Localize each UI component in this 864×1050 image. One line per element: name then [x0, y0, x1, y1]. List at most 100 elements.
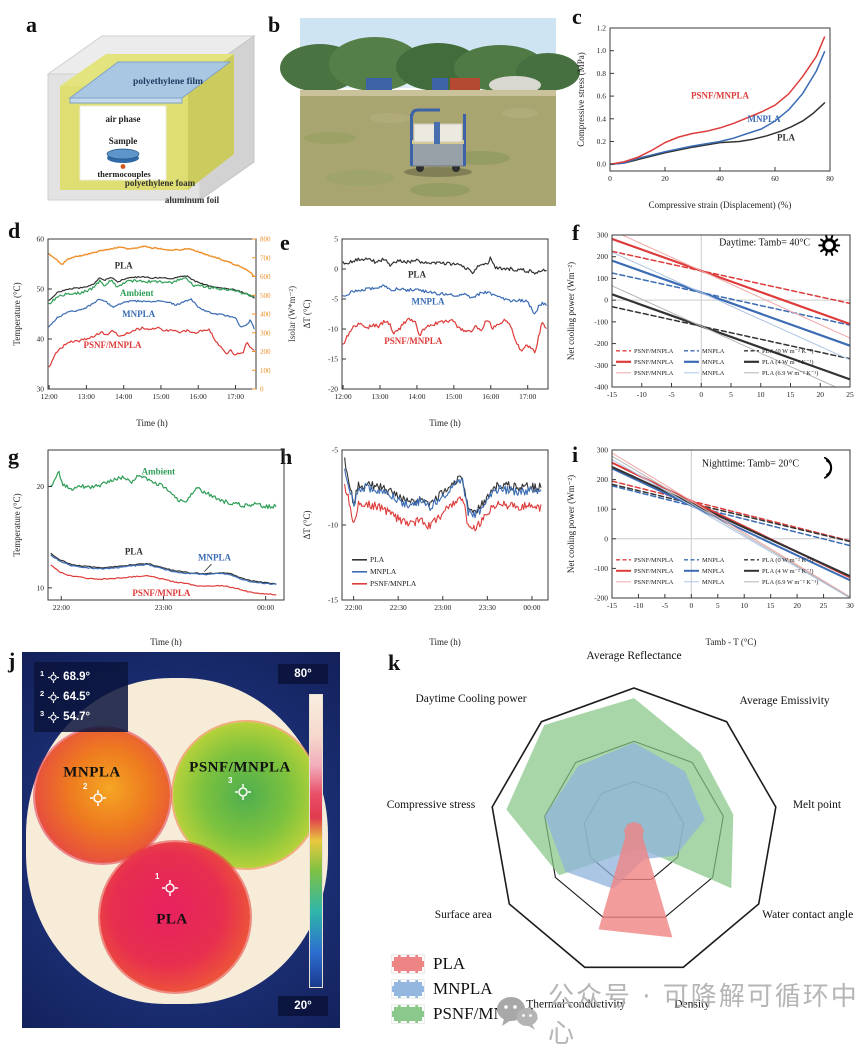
svg-text:40: 40: [37, 335, 45, 344]
road-strip: [300, 90, 556, 98]
series-PSNF/MNPLA-6.9: [612, 452, 850, 598]
panel-k-radar-chart: Average Reflectance Average Emissivity Mel…: [387, 650, 864, 1018]
svg-text:50: 50: [37, 285, 45, 294]
chart-svg-h: 22:00 22:30 23:00 23:30 00:00 -5 -10 -15 Time (h…: [302, 446, 549, 647]
air-phase-label: air phase: [105, 114, 140, 124]
svg-text:0.8: 0.8: [597, 69, 607, 78]
svg-text:25: 25: [820, 601, 828, 610]
svg-text:14:00: 14:00: [408, 392, 425, 401]
series-PSNF/MNPLA: [610, 36, 826, 165]
svg-text:Tamb - T (°C): Tamb - T (°C): [706, 637, 757, 647]
panel-f-daytime-cooling-power-chart: -15 -10 -5 0 5 10 15 20 25 300 200 100 0 -100 -200 -300…: [562, 213, 864, 431]
panel-letter-j: j: [8, 648, 16, 673]
mnpla-legend-label: MNPLA: [433, 979, 493, 998]
svg-text:20: 20: [37, 482, 45, 491]
svg-text:200: 200: [597, 252, 609, 261]
svg-text:-15: -15: [607, 390, 617, 399]
svg-text:-5: -5: [332, 295, 338, 304]
series-PLA-0: [612, 483, 850, 543]
svg-text:25: 25: [846, 390, 854, 399]
panel-letter-k: k: [388, 650, 401, 675]
svg-text:PLA (0 W m⁻² K⁻¹): PLA (0 W m⁻² K⁻¹): [762, 348, 814, 355]
svg-text:Isolar (W*m⁻²): Isolar (W*m⁻²): [287, 286, 297, 342]
svg-text:Thermal conductivity: Thermal conductivity: [526, 999, 626, 1011]
series-PSNF/MNPLA: [48, 326, 255, 368]
svg-text:Net cooling power (Wm⁻²): Net cooling power (Wm⁻²): [566, 475, 576, 573]
svg-text:-10: -10: [633, 601, 643, 610]
radar-legend-row-pla: PLA: [392, 954, 538, 974]
series-PLA: [48, 275, 255, 301]
svg-text:Time (h): Time (h): [150, 637, 181, 647]
svg-text:17:00: 17:00: [519, 392, 536, 401]
svg-text:800: 800: [260, 236, 271, 244]
chart-svg-c: 0 20 40 60 80 0.0 0.2 0.4 0.6 0.8 1.0 1.2 Compressiv…: [576, 24, 834, 211]
svg-text:MNPLA: MNPLA: [702, 557, 725, 564]
svg-text:MNPLA: MNPLA: [702, 370, 725, 377]
svg-text:-15: -15: [607, 601, 617, 610]
svg-text:-300: -300: [594, 361, 608, 370]
svg-text:80: 80: [826, 174, 834, 183]
field-patches: [304, 108, 538, 197]
svg-text:0: 0: [604, 534, 608, 543]
svg-text:PSNF/MNPLA: PSNF/MNPLA: [634, 557, 674, 564]
svg-text:00:00: 00:00: [257, 603, 274, 612]
svg-text:13:00: 13:00: [371, 392, 388, 401]
svg-text:0.2: 0.2: [597, 137, 607, 146]
svg-text:00:00: 00:00: [523, 603, 540, 612]
svg-text:10: 10: [740, 601, 748, 610]
scale-max-label: 80°: [278, 664, 328, 684]
chart-svg-d: 12:00 13:00 14:00 15:00 16:00 17:003040506001…: [12, 235, 297, 429]
svg-text:MNPLA: MNPLA: [702, 348, 725, 355]
thermal-reading-1: 1 68.9°: [40, 669, 91, 683]
foil-label: aluminum foil: [165, 195, 220, 205]
svg-text:15:00: 15:00: [445, 392, 462, 401]
svg-text:PSNF/MNPLA: PSNF/MNPLA: [83, 340, 141, 350]
series-PLA-6.9: [612, 285, 837, 387]
svg-text:22:30: 22:30: [390, 603, 407, 612]
svg-text:Daytime: Tamb= 40°C: Daytime: Tamb= 40°C: [719, 237, 810, 248]
svg-text:Compressive stress: Compressive stress: [387, 799, 476, 811]
svg-text:-100: -100: [594, 317, 608, 326]
svg-text:700: 700: [260, 254, 271, 262]
film-label: polyethylene film: [133, 77, 203, 87]
series-PSNF/MNPLA-0: [612, 480, 850, 542]
setup-schematic-drawing: polyethylene film air phase Sample therm…: [46, 35, 256, 205]
thermocouples-label: thermocouples: [97, 169, 151, 179]
series-Isolar: [48, 245, 255, 278]
crosshair-icon: [48, 711, 60, 723]
svg-text:5: 5: [334, 235, 338, 244]
series-MNPLA: [344, 468, 542, 519]
svg-text:30: 30: [846, 601, 854, 610]
svg-text:PSNF/MNPLA: PSNF/MNPLA: [634, 370, 674, 377]
svg-text:PSNF/MNPLA: PSNF/MNPLA: [384, 336, 442, 346]
svg-text:60: 60: [37, 235, 45, 244]
series-MNPLA-6.9: [612, 251, 850, 361]
thermal-label-pla: PLA: [156, 911, 188, 928]
svg-text:23:30: 23:30: [479, 603, 496, 612]
series-MNPLA-6.9: [612, 459, 850, 598]
mnpla-swatch: [392, 980, 424, 998]
foam-right: [188, 54, 234, 190]
svg-text:17:00: 17:00: [227, 392, 244, 401]
svg-text:PLA: PLA: [777, 132, 796, 142]
svg-text:MNPLA: MNPLA: [198, 552, 231, 562]
svg-text:0: 0: [260, 386, 264, 394]
series-Ambient: [50, 470, 277, 510]
svg-text:-5: -5: [332, 446, 338, 455]
svg-text:0.0: 0.0: [597, 160, 607, 169]
svg-text:0: 0: [689, 601, 693, 610]
sample-disc-top: [106, 148, 140, 160]
pla-swatch: [392, 955, 424, 973]
svg-text:10: 10: [757, 390, 765, 399]
svg-text:MNPLA: MNPLA: [370, 567, 397, 576]
svg-text:23:00: 23:00: [434, 603, 451, 612]
series-PLA: [344, 457, 542, 514]
chart-svg-g: 22:00 23:00 00:00 10 20 Time (h) Temperature (…: [12, 449, 285, 647]
svg-text:-10: -10: [328, 521, 338, 530]
svg-text:MNPLA: MNPLA: [122, 309, 155, 319]
series-MNPLA-4: [612, 467, 850, 582]
svg-text:PSNF/MNPLA: PSNF/MNPLA: [370, 579, 417, 588]
svg-text:PLA: PLA: [125, 546, 144, 556]
svg-text:15: 15: [787, 390, 795, 399]
panel-c-stress-strain-chart: 0 20 40 60 80 0.0 0.2 0.4 0.6 0.8 1.0 1.2 Compressiv…: [572, 8, 854, 213]
